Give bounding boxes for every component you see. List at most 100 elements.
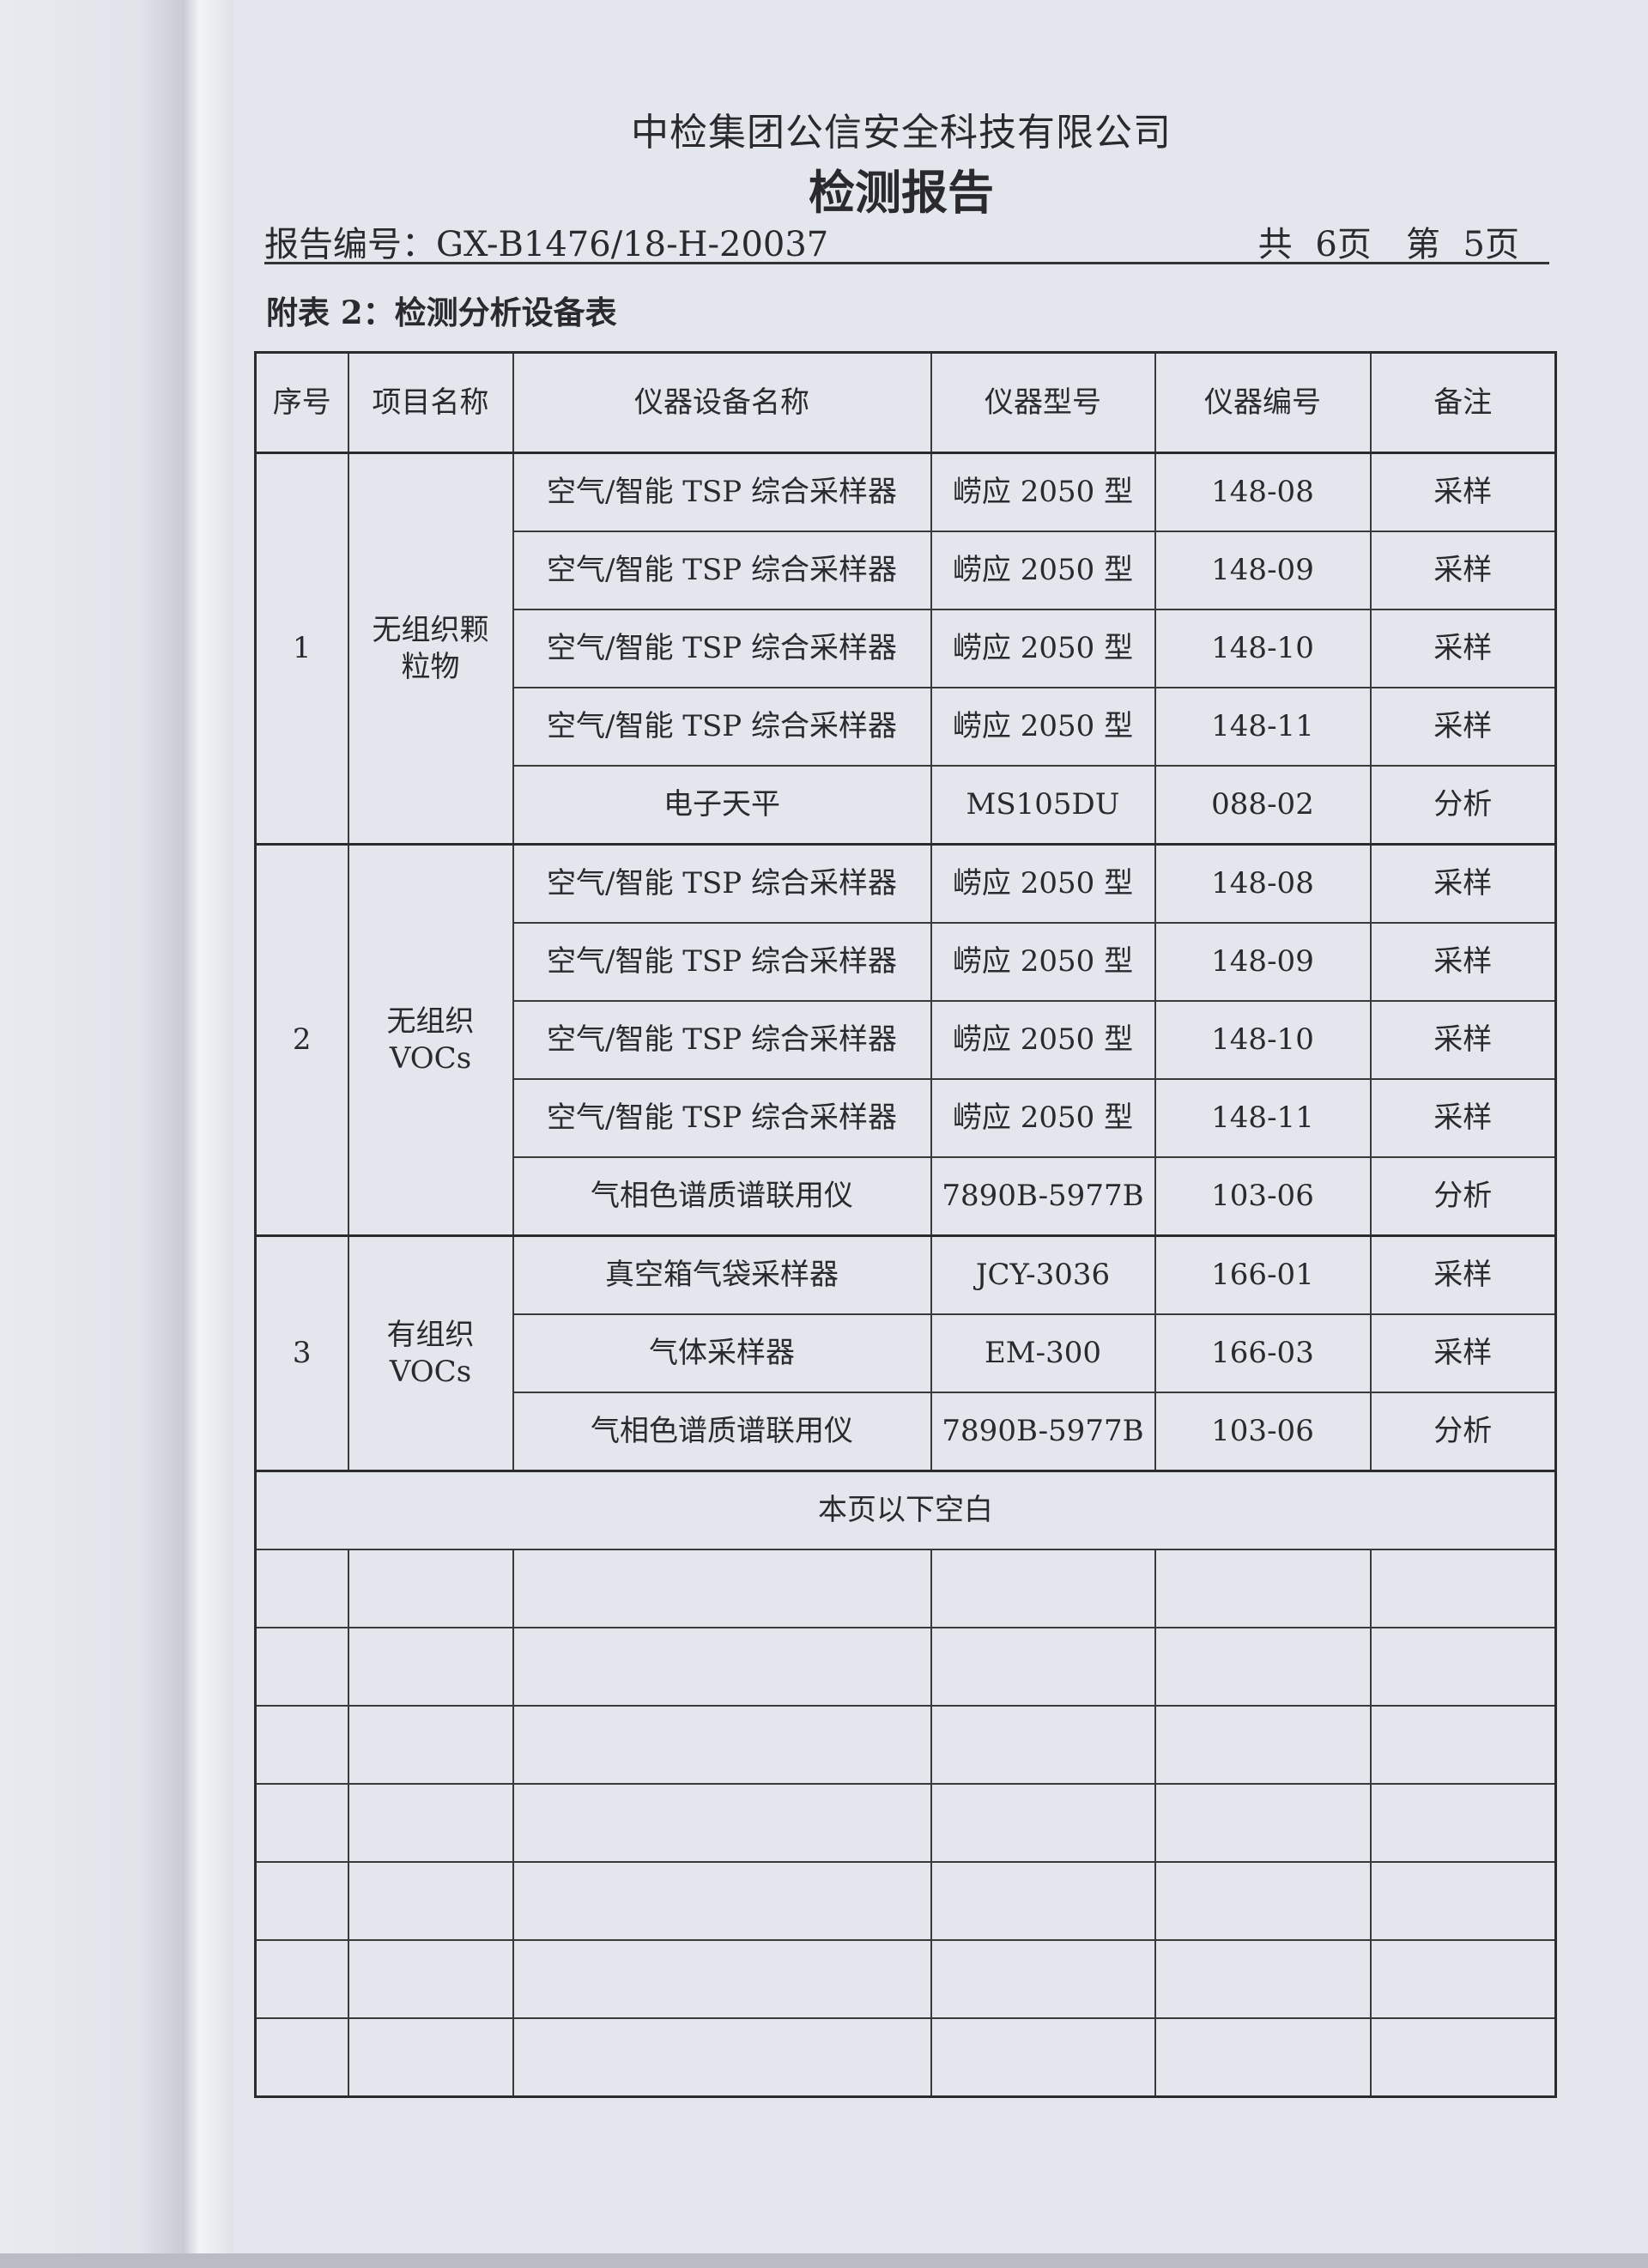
book-fold — [199, 0, 233, 2268]
equipment-id: 088-02 — [1154, 765, 1372, 846]
empty-cell — [347, 2017, 514, 2098]
remark: 采样 — [1369, 687, 1557, 767]
equipment-id: 148-08 — [1154, 843, 1372, 924]
column-header: 序号 — [254, 351, 349, 454]
item-name: 无组织 VOCs — [347, 843, 514, 1237]
empty-cell — [512, 1939, 932, 2019]
table-row: 气体采样器 EM-300 166-03 采样 — [256, 1313, 1557, 1393]
equipment-id: 148-08 — [1154, 452, 1372, 532]
empty-cell — [347, 1861, 514, 1941]
empty-row — [254, 2017, 1557, 2098]
model: 崂应 2050 型 — [930, 452, 1156, 532]
page-indicator: 共 6页 第 5页 — [1257, 225, 1519, 264]
equipment-id: 148-10 — [1154, 609, 1372, 688]
empty-cell — [1369, 1549, 1557, 1628]
equipment-name: 气相色谱质谱联用仪 — [512, 1156, 932, 1237]
empty-cell — [1369, 2017, 1557, 2098]
equipment-name: 空气/智能 TSP 综合采样器 — [512, 687, 932, 767]
model: 崂应 2050 型 — [930, 1078, 1156, 1158]
header-row: 序号 项目名称 仪器设备名称 仪器型号 仪器编号 备注 — [254, 351, 1557, 454]
equipment-id: 148-11 — [1154, 687, 1372, 767]
model: 崂应 2050 型 — [930, 922, 1156, 1002]
empty-cell — [254, 1861, 349, 1941]
table-row: 3 有组织 VOCs 真空箱气袋采样器 JCY-3036 166-01 采样 — [254, 1234, 1557, 1472]
equipment-name: 空气/智能 TSP 综合采样器 — [512, 922, 932, 1002]
empty-cell — [512, 1627, 932, 1707]
model: MS105DU — [930, 765, 1156, 846]
empty-cell — [930, 1549, 1156, 1628]
empty-cell — [1369, 1705, 1557, 1785]
table-row: 空气/智能 TSP 综合采样器 崂应 2050 型 148-09 采样 — [256, 531, 1557, 610]
table-row: 1 无组织颗粒物 空气/智能 TSP 综合采样器 崂应 2050 型 148-08 采样 — [254, 452, 1557, 846]
equipment-id: 103-06 — [1154, 1392, 1372, 1472]
table-row: 空气/智能 TSP 综合采样器 崂应 2050 型 148-10 采样 — [256, 609, 1557, 688]
row-number: 2 — [254, 843, 349, 1237]
column-header: 项目名称 — [347, 351, 514, 454]
empty-cell — [1154, 2017, 1372, 2098]
empty-row — [254, 1627, 1557, 1707]
column-header: 仪器设备名称 — [512, 351, 932, 454]
table-caption: 附表 2：检测分析设备表 — [266, 294, 617, 331]
empty-cell — [1154, 1939, 1372, 2019]
empty-cell — [254, 1705, 349, 1785]
table-row: 空气/智能 TSP 综合采样器 崂应 2050 型 148-09 采样 — [256, 922, 1557, 1002]
report-number: 报告编号：GX-B1476/18-H-20037 — [264, 225, 829, 264]
remark: 采样 — [1369, 1078, 1557, 1158]
equipment-table: 序号 项目名称 仪器设备名称 仪器型号 仪器编号 备注 1 无组织颗粒物 空气/智能 TSP … — [254, 351, 1557, 2098]
column-header: 仪器编号 — [1154, 351, 1372, 454]
empty-cell — [1154, 1861, 1372, 1941]
equipment-name: 真空箱气袋采样器 — [512, 1234, 932, 1315]
empty-cell — [1154, 1549, 1372, 1628]
equipment-id: 148-09 — [1154, 922, 1372, 1002]
empty-cell — [512, 1705, 932, 1785]
table-row: 空气/智能 TSP 综合采样器 崂应 2050 型 148-11 采样 — [256, 687, 1557, 767]
column-header: 仪器型号 — [930, 351, 1156, 454]
header-divider — [264, 262, 1549, 264]
empty-cell — [254, 1627, 349, 1707]
equipment-name: 空气/智能 TSP 综合采样器 — [512, 531, 932, 610]
model: 7890B-5977B — [930, 1392, 1156, 1472]
equipment-name: 电子天平 — [512, 765, 932, 846]
table-row: 电子天平 MS105DU 088-02 分析 — [256, 765, 1557, 846]
remark: 采样 — [1369, 922, 1557, 1002]
remark: 采样 — [1369, 843, 1557, 924]
empty-cell — [1369, 1939, 1557, 2019]
equipment-name: 空气/智能 TSP 综合采样器 — [512, 1078, 932, 1158]
facing-page — [0, 0, 199, 2268]
equipment-name: 空气/智能 TSP 综合采样器 — [512, 843, 932, 924]
equipment-name: 空气/智能 TSP 综合采样器 — [512, 452, 932, 532]
table-row: 空气/智能 TSP 综合采样器 崂应 2050 型 148-11 采样 — [256, 1078, 1557, 1158]
scan-edge — [0, 2253, 1648, 2268]
empty-cell — [512, 1783, 932, 1863]
empty-cell — [930, 1783, 1156, 1863]
empty-cell — [512, 1861, 932, 1941]
empty-cell — [1369, 1627, 1557, 1707]
model: JCY-3036 — [930, 1234, 1156, 1315]
equipment-id: 148-09 — [1154, 531, 1372, 610]
remark: 采样 — [1369, 1000, 1557, 1080]
remark: 采样 — [1369, 531, 1557, 610]
equipment-name: 气相色谱质谱联用仪 — [512, 1392, 932, 1472]
model: 崂应 2050 型 — [930, 843, 1156, 924]
remark: 分析 — [1369, 1392, 1557, 1472]
empty-row — [254, 1861, 1557, 1941]
equipment-name: 气体采样器 — [512, 1313, 932, 1393]
empty-cell — [347, 1939, 514, 2019]
equipment-id: 148-10 — [1154, 1000, 1372, 1080]
table-row: 2 无组织 VOCs 空气/智能 TSP 综合采样器 崂应 2050 型 148-08 采… — [254, 843, 1557, 1237]
empty-cell — [930, 1939, 1156, 2019]
equipment-name: 空气/智能 TSP 综合采样器 — [512, 609, 932, 688]
table-row: 本页以下空白 — [254, 1470, 1557, 1550]
empty-cell — [347, 1705, 514, 1785]
empty-cell — [512, 1549, 932, 1628]
empty-row — [254, 1549, 1557, 1628]
item-name: 有组织 VOCs — [347, 1234, 514, 1472]
empty-row — [254, 1705, 1557, 1785]
empty-cell — [347, 1783, 514, 1863]
empty-cell — [512, 2017, 932, 2098]
empty-cell — [347, 1549, 514, 1628]
column-header: 备注 — [1369, 351, 1557, 454]
table-row: 气相色谱质谱联用仪 7890B-5977B 103-06 分析 — [256, 1156, 1557, 1237]
table-row: 空气/智能 TSP 综合采样器 崂应 2050 型 148-10 采样 — [256, 1000, 1557, 1080]
empty-cell — [930, 1627, 1156, 1707]
